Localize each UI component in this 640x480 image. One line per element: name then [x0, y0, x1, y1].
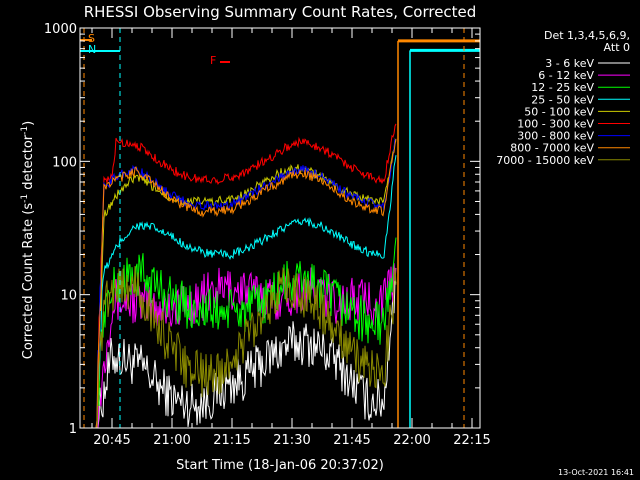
y-axis-label-main: Corrected Count Rate (s — [21, 203, 36, 360]
legend-label-50-100-kev: 50 - 100 keV — [524, 105, 594, 118]
y-axis-label-mid: detector — [21, 134, 36, 194]
legend-header-2: Att 0 — [604, 41, 630, 54]
x-tick-label: 21:30 — [273, 433, 310, 448]
legend-header-1: Det 1,3,4,5,6,9, — [544, 29, 630, 42]
series-300-800-kev — [80, 138, 397, 429]
x-tick-label: 21:15 — [213, 433, 250, 448]
x-axis-label: Start Time (18-Jan-06 20:37:02) — [176, 458, 384, 473]
plot-area: SN F — [80, 28, 480, 429]
x-tick-label: 22:00 — [393, 433, 430, 448]
flag-label-s: S — [88, 32, 95, 45]
series-100-300-kev — [80, 123, 397, 429]
svg-text:Corrected Count Rate (s-1 dete: Corrected Count Rate (s-1 detector-1) — [20, 121, 36, 359]
series-25-50-kev — [80, 155, 397, 429]
legend-label-100-300-kev: 100 - 300 keV — [517, 118, 594, 131]
chart-title: RHESSI Observing Summary Count Rates, Co… — [84, 3, 477, 21]
y-axis: 1 10 100 1000 — [44, 22, 480, 437]
y-axis-label: Corrected Count Rate (s-1 detector-1) — [20, 121, 36, 359]
y-axis-label-end: ) — [21, 121, 36, 126]
y-tick-label: 1000 — [44, 22, 77, 37]
legend-label-6-12-kev: 6 - 12 keV — [538, 69, 594, 82]
x-tick-label: 22:15 — [453, 433, 490, 448]
y-tick-label: 10 — [60, 289, 77, 304]
plot-frame — [79, 27, 481, 429]
series-7000-15000-kev — [80, 266, 397, 429]
legend-label-12-25-kev: 12 - 25 keV — [531, 81, 594, 94]
series-800-7000-kev — [80, 138, 397, 429]
x-tick-label: 21:00 — [153, 433, 190, 448]
y-axis-label-sup1: -1 — [20, 194, 30, 203]
series-12-25-kev — [80, 237, 397, 429]
flag-label-f: F — [210, 54, 216, 67]
x-tick-label: 20:45 — [93, 433, 130, 448]
legend-label-300-800-kev: 300 - 800 keV — [517, 130, 594, 143]
y-tick-label: 1 — [69, 422, 77, 437]
y-axis-label-sup2: -1 — [20, 126, 30, 135]
footer-timestamp: 13-Oct-2021 16:41 — [558, 468, 634, 477]
legend-label-3-6-kev: 3 - 6 keV — [545, 57, 594, 70]
legend-label-7000-15000-kev: 7000 - 15000 keV — [496, 154, 594, 167]
series-6-12-kev — [80, 263, 397, 429]
flag-label-n: N — [88, 43, 96, 56]
y-tick-label: 100 — [52, 155, 77, 170]
legend-label-25-50-kev: 25 - 50 keV — [531, 93, 594, 106]
x-tick-label: 21:45 — [333, 433, 370, 448]
x-axis: 20:45 21:00 21:15 21:30 21:45 22:00 22:15 — [91, 28, 491, 448]
legend-label-800-7000-kev: 800 - 7000 keV — [510, 142, 594, 155]
